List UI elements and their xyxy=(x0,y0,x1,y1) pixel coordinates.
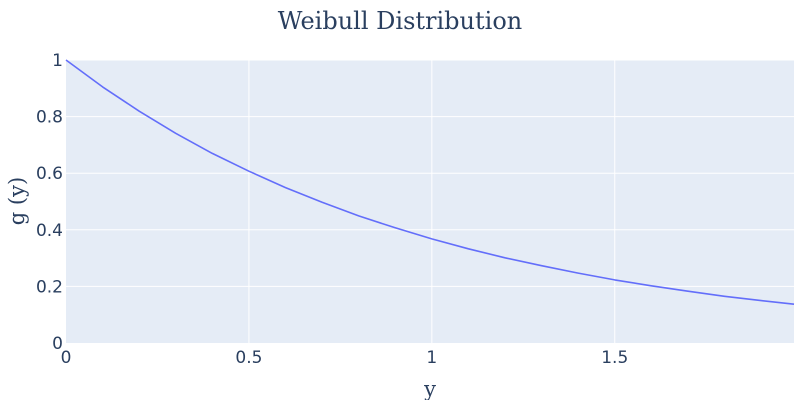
y-tick-label: 1 xyxy=(52,51,63,71)
x-axis-title: y xyxy=(423,377,436,400)
x-axis-ticks: 0 0.5 1 1.5 xyxy=(61,348,629,368)
y-tick-label: 0.2 xyxy=(36,277,63,297)
plot-background xyxy=(66,60,794,343)
y-tick-label: 0.4 xyxy=(36,221,63,241)
y-tick-label: 0.8 xyxy=(36,108,63,128)
series-line xyxy=(65,59,795,305)
x-tick-label: 1.5 xyxy=(601,348,628,368)
chart-title: Weibull Distribution xyxy=(278,7,522,35)
series-layer xyxy=(65,59,795,305)
y-tick-label: 0 xyxy=(52,334,63,354)
grid-lines xyxy=(66,59,794,343)
y-axis-ticks: 0 0.2 0.4 0.6 0.8 1 xyxy=(36,51,63,354)
x-tick-label: 0 xyxy=(61,348,72,368)
x-tick-label: 1 xyxy=(426,348,437,368)
x-tick-label: 0.5 xyxy=(235,348,262,368)
y-tick-label: 0.6 xyxy=(36,164,63,184)
y-axis-title: g (y) xyxy=(5,177,29,225)
